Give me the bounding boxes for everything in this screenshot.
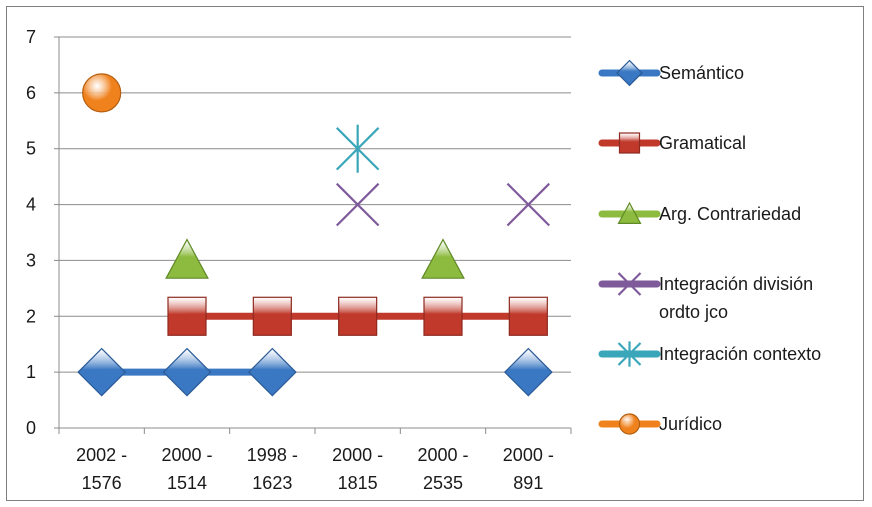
- legend-label: Semántico: [659, 63, 744, 83]
- series-markers-2: [165, 238, 465, 279]
- series-markers-3: [335, 182, 551, 227]
- data-point: [335, 182, 380, 227]
- legend: Semántico Gramatical Arg. Contrariedad Inte…: [598, 59, 821, 435]
- x-tick-label: 2000 -: [161, 445, 212, 465]
- legend-marker: [617, 341, 642, 367]
- x-tick-label: 1815: [338, 473, 378, 493]
- legend-item: Integración división ordto jco: [598, 272, 813, 322]
- x-tick-label: 2535: [423, 473, 463, 493]
- y-tick-label: 5: [26, 139, 36, 159]
- x-tick-label: 2000 -: [417, 445, 468, 465]
- y-tick-label: 7: [26, 27, 36, 47]
- data-point: [165, 238, 209, 279]
- data-point: [252, 296, 292, 336]
- marker-stroke: [617, 272, 642, 296]
- x-tick-label: 2000 -: [332, 445, 383, 465]
- data-point: [508, 296, 548, 336]
- gridlines: [59, 36, 571, 373]
- data-point: [82, 73, 122, 113]
- x-tick-label: 2000 -: [503, 445, 554, 465]
- y-tick-label: 0: [26, 418, 36, 438]
- x-tick-label: 1514: [167, 473, 207, 493]
- y-tick-label: 6: [26, 83, 36, 103]
- legend-item: Integración contexto: [598, 341, 821, 367]
- legend-label: Integración división: [659, 274, 813, 294]
- x-tick-label: 1623: [252, 473, 292, 493]
- legend-item: Semántico: [598, 59, 744, 87]
- data-point: [77, 347, 127, 397]
- y-tick-label: 1: [26, 362, 36, 382]
- legend-marker: [616, 59, 643, 87]
- series-markers-5: [82, 73, 122, 113]
- x-axis-ticks: 2002 - 1576 2000 - 1514 1998 - 1623 2000 - 1815…: [58, 428, 572, 493]
- marker-stroke: [335, 182, 380, 227]
- marker-stroke: [506, 182, 551, 227]
- data-point: [421, 238, 465, 279]
- legend-marker: [618, 132, 641, 154]
- data-point: [335, 124, 380, 173]
- series-markers-4: [335, 124, 380, 173]
- legend-item: Jurídico: [598, 413, 722, 435]
- y-tick-label: 4: [26, 195, 36, 215]
- y-tick-label: 2: [26, 306, 36, 326]
- data-point: [503, 347, 553, 397]
- data-point: [167, 296, 207, 336]
- legend-item: Arg. Contrariedad: [598, 201, 801, 224]
- x-tick-label: 891: [513, 473, 543, 493]
- legend-label: Integración contexto: [659, 344, 821, 364]
- legend-marker: [617, 272, 642, 296]
- legend-label: ordto jco: [659, 302, 728, 322]
- legend-marker: [618, 413, 641, 435]
- legend-item: Gramatical: [598, 132, 746, 154]
- series-markers-1: [167, 296, 548, 336]
- data-point: [506, 182, 551, 227]
- y-axis-ticks: 0 1 2 3 4 5 6 7: [26, 27, 59, 438]
- y-tick-label: 3: [26, 250, 36, 270]
- x-tick-label: 1998 -: [247, 445, 298, 465]
- series-markers-0: [77, 347, 553, 397]
- data-point: [247, 347, 297, 397]
- legend-label: Arg. Contrariedad: [659, 204, 801, 224]
- legend-label: Gramatical: [659, 133, 746, 153]
- data-point: [338, 296, 378, 336]
- legend-marker: [617, 201, 642, 224]
- x-tick-label: 1576: [82, 473, 122, 493]
- legend-label: Jurídico: [659, 414, 722, 434]
- data-point: [162, 347, 212, 397]
- data-point: [423, 296, 463, 336]
- x-tick-label: 2002 -: [76, 445, 127, 465]
